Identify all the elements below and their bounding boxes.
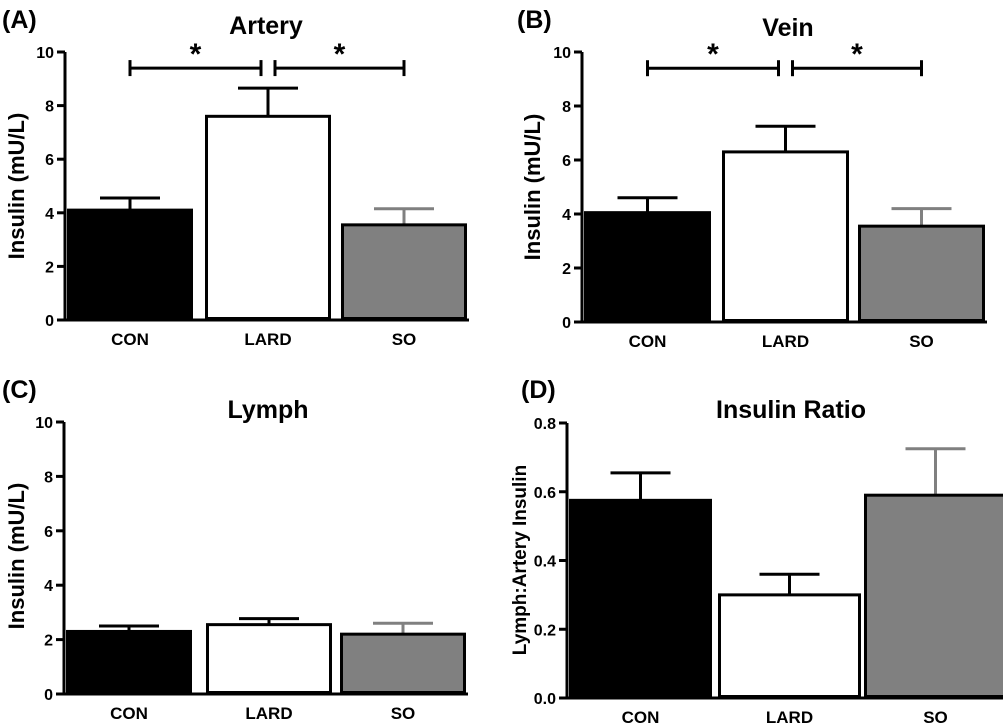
y-tick-label: 0.0 [534, 691, 556, 708]
y-tick-label: 6 [44, 524, 53, 541]
y-tick-label: 10 [553, 45, 571, 62]
panel-letter-c: (C) [2, 376, 37, 404]
panel-insulin-ratio: (D) Insulin Ratio Lymph:Artery Insulin 0… [510, 376, 1003, 727]
y-axis-label-lymph: Insulin (mU/L) [4, 483, 29, 630]
bar-con [584, 211, 711, 322]
bar-so [340, 632, 466, 694]
category-label-lard: LARD [244, 330, 291, 349]
y-tick-label: 8 [44, 469, 53, 486]
panel-title-insulin-ratio: Insulin Ratio [716, 396, 866, 424]
bars-insulin-ratio: CON LARD SO [569, 447, 1003, 727]
y-axis-label-vein: Insulin (mU/L) [520, 114, 545, 261]
category-label-so: SO [391, 704, 416, 723]
bar-so [864, 493, 1003, 698]
category-label-so: SO [923, 708, 948, 727]
panel-vein: (B) Vein Insulin (mU/L) 0 2 4 6 8 10 CON LARD S… [517, 6, 987, 351]
bar-con [67, 208, 193, 320]
significance-star: * [334, 38, 346, 71]
category-label-con: CON [622, 708, 660, 727]
y-axis-label-insulin-ratio: Lymph:Artery Insulin [510, 465, 531, 655]
significance-vein: * * [646, 38, 923, 77]
category-label-so: SO [909, 332, 934, 351]
panel-letter-d: (D) [521, 376, 556, 404]
y-tick-label: 10 [35, 415, 53, 432]
category-label-con: CON [110, 704, 148, 723]
bar-con [66, 629, 192, 695]
panel-artery: (A) Artery Insulin (mU/L) 0 2 4 6 8 10 CON LAR… [2, 6, 469, 349]
y-tick-label: 6 [562, 153, 571, 170]
significance-star: * [190, 38, 202, 71]
y-axis-label-artery: Insulin (mU/L) [4, 113, 29, 260]
y-tick-label: 0 [44, 687, 53, 704]
bar-lard [722, 150, 849, 322]
axis-artery: 0 2 4 6 8 10 [36, 45, 469, 330]
y-tick-label: 2 [45, 259, 54, 276]
y-tick-label: 10 [36, 45, 54, 62]
y-tick-label: 0 [45, 313, 54, 330]
y-tick-label: 6 [45, 152, 54, 169]
y-tick-label: 4 [44, 578, 53, 595]
bar-con [569, 498, 712, 698]
y-tick-label: 0.4 [534, 554, 556, 571]
panel-title-artery: Artery [229, 12, 303, 40]
y-tick-label: 2 [44, 633, 53, 650]
y-tick-label: 0.6 [534, 485, 556, 502]
category-label-con: CON [111, 330, 149, 349]
y-tick-label: 8 [562, 99, 571, 116]
category-label-so: SO [392, 330, 417, 349]
bars-vein: CON LARD SO [584, 124, 985, 351]
panel-title-lymph: Lymph [227, 396, 308, 424]
bar-so [341, 223, 467, 320]
panel-letter-a: (A) [2, 6, 37, 34]
y-tick-label: 2 [562, 261, 571, 278]
bars-artery: CON LARD SO [67, 86, 467, 349]
y-tick-label: 0 [562, 315, 571, 332]
y-tick-label: 8 [45, 99, 54, 116]
panel-letter-b: (B) [517, 6, 552, 34]
category-label-lard: LARD [766, 708, 813, 727]
y-tick-label: 0.8 [534, 416, 556, 433]
y-tick-label: 0.2 [534, 622, 556, 639]
category-label-lard: LARD [762, 332, 809, 351]
category-label-lard: LARD [245, 704, 292, 723]
y-tick-label: 4 [45, 206, 54, 223]
y-tick-label: 4 [562, 207, 571, 224]
significance-star: * [707, 38, 719, 71]
bar-lard [206, 623, 332, 695]
significance-artery: * * [128, 38, 406, 77]
panel-title-vein: Vein [762, 14, 813, 42]
panel-lymph: (C) Lymph Insulin (mU/L) 0 2 4 6 8 10 CON LARD… [2, 376, 468, 723]
significance-star: * [851, 38, 863, 71]
category-label-con: CON [629, 332, 667, 351]
bar-so [858, 224, 985, 322]
bars-lymph: CON LARD SO [66, 617, 466, 723]
bar-lard [718, 593, 861, 698]
bar-lard [205, 114, 331, 320]
